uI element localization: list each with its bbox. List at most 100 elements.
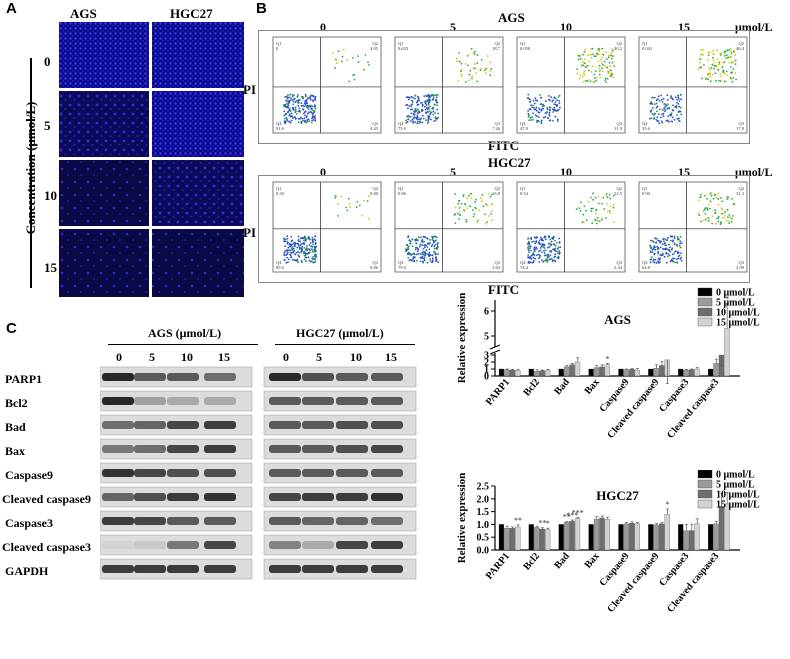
hgc-event — [415, 239, 418, 241]
ags-event — [292, 103, 295, 106]
hgc-event — [670, 248, 673, 251]
hgc-event — [286, 249, 289, 251]
ags-event — [589, 53, 592, 56]
hgc-event — [433, 241, 436, 243]
ags-event — [283, 121, 286, 123]
ags-event — [408, 105, 411, 107]
blot-hgc-header-line — [275, 344, 415, 345]
blot-label-parp1: PARP1 — [5, 372, 43, 386]
hgc-event — [295, 251, 298, 254]
blot-band — [336, 541, 368, 549]
bar-caspase9-3 — [634, 523, 640, 551]
ags-event — [578, 77, 581, 80]
hgc-event — [541, 243, 544, 246]
hgc-event — [303, 236, 306, 238]
hgc-event — [314, 243, 317, 245]
bar-bad-3 — [574, 518, 581, 551]
hgc-event — [724, 215, 726, 217]
hgc-event — [356, 201, 359, 203]
hgc-event — [673, 253, 675, 255]
ags-event — [677, 94, 679, 97]
ags-event — [297, 102, 299, 104]
ags-event — [730, 61, 733, 63]
hgc-event — [406, 244, 408, 247]
ags-event — [310, 121, 313, 124]
hgc-event — [659, 246, 662, 249]
ags-event — [676, 117, 679, 120]
hgc-event — [592, 207, 594, 210]
ags-event — [655, 118, 658, 121]
bar-parp1-2 — [509, 369, 515, 377]
ags-event — [529, 100, 532, 103]
hgc-event — [424, 253, 426, 256]
hgc-event — [313, 261, 316, 264]
hgc-event — [286, 251, 289, 254]
ags-event — [422, 117, 425, 120]
ags-event — [677, 119, 680, 122]
blot-band — [204, 469, 236, 477]
ags-event — [337, 50, 340, 53]
ags-event — [296, 95, 299, 98]
hgc-event — [306, 249, 308, 251]
ags-event — [428, 115, 431, 118]
ags-event — [475, 67, 477, 70]
ags-5-image — [59, 91, 149, 157]
ags-event — [557, 120, 559, 122]
hgc-event — [290, 236, 293, 238]
ags-event — [582, 53, 585, 56]
ags-plot-0-qname-0: Q1 — [276, 41, 282, 46]
hgc-event — [310, 245, 313, 248]
hgc-event — [421, 255, 424, 258]
ags-event — [707, 54, 710, 57]
ags-event — [597, 53, 600, 56]
ags-event — [304, 93, 307, 96]
hgc-event — [592, 198, 594, 201]
hgc-event — [657, 239, 659, 242]
blot-band — [269, 517, 301, 525]
hgc-event — [421, 251, 424, 254]
hgc-event — [538, 256, 541, 259]
ags-event — [291, 95, 294, 98]
hgc-event — [304, 248, 307, 251]
hgc-event — [296, 246, 299, 249]
ags-event — [732, 50, 735, 52]
hgc-event — [432, 235, 434, 238]
hgc-event — [608, 210, 611, 212]
ags-event — [675, 105, 678, 107]
blot-band — [371, 445, 403, 453]
hgc-event — [311, 236, 314, 239]
hgc-event — [550, 240, 553, 243]
ags-plot-0-qval-1: 4.05 — [370, 46, 379, 51]
blot-band — [134, 541, 166, 549]
hgc-lane-5: 5 — [316, 350, 322, 364]
ags-event — [732, 77, 734, 79]
ags-event — [719, 53, 722, 56]
ags-event — [655, 99, 658, 102]
ags-lane-15: 15 — [218, 350, 230, 364]
bar-caspase3-1 — [683, 369, 689, 377]
ags-event — [313, 98, 316, 101]
ags-event — [427, 119, 430, 121]
ags-event — [547, 95, 550, 97]
y-tick-label: 0.5 — [477, 533, 490, 544]
ags-event — [286, 118, 289, 121]
hgc-event — [540, 239, 543, 242]
ags-event — [612, 76, 615, 78]
ags-event — [725, 70, 728, 73]
hgc-event — [535, 241, 538, 243]
hgc-event — [538, 261, 541, 263]
hgc-event — [653, 241, 655, 243]
hgc-event — [345, 206, 348, 209]
blot-band — [269, 445, 301, 453]
ags-event — [490, 67, 492, 70]
hgc-event — [291, 249, 293, 251]
ags-event — [699, 61, 701, 64]
hgc-event — [533, 240, 535, 243]
panel-a-ylabel: Concentration (μmol/L) — [23, 101, 38, 235]
ags-event — [335, 58, 337, 61]
hgc-plot-0-qval-1: 8.80 — [370, 191, 379, 196]
ags-event — [607, 71, 609, 73]
ags-event — [590, 71, 593, 73]
ags-event — [416, 112, 419, 115]
blot-band — [167, 517, 199, 525]
